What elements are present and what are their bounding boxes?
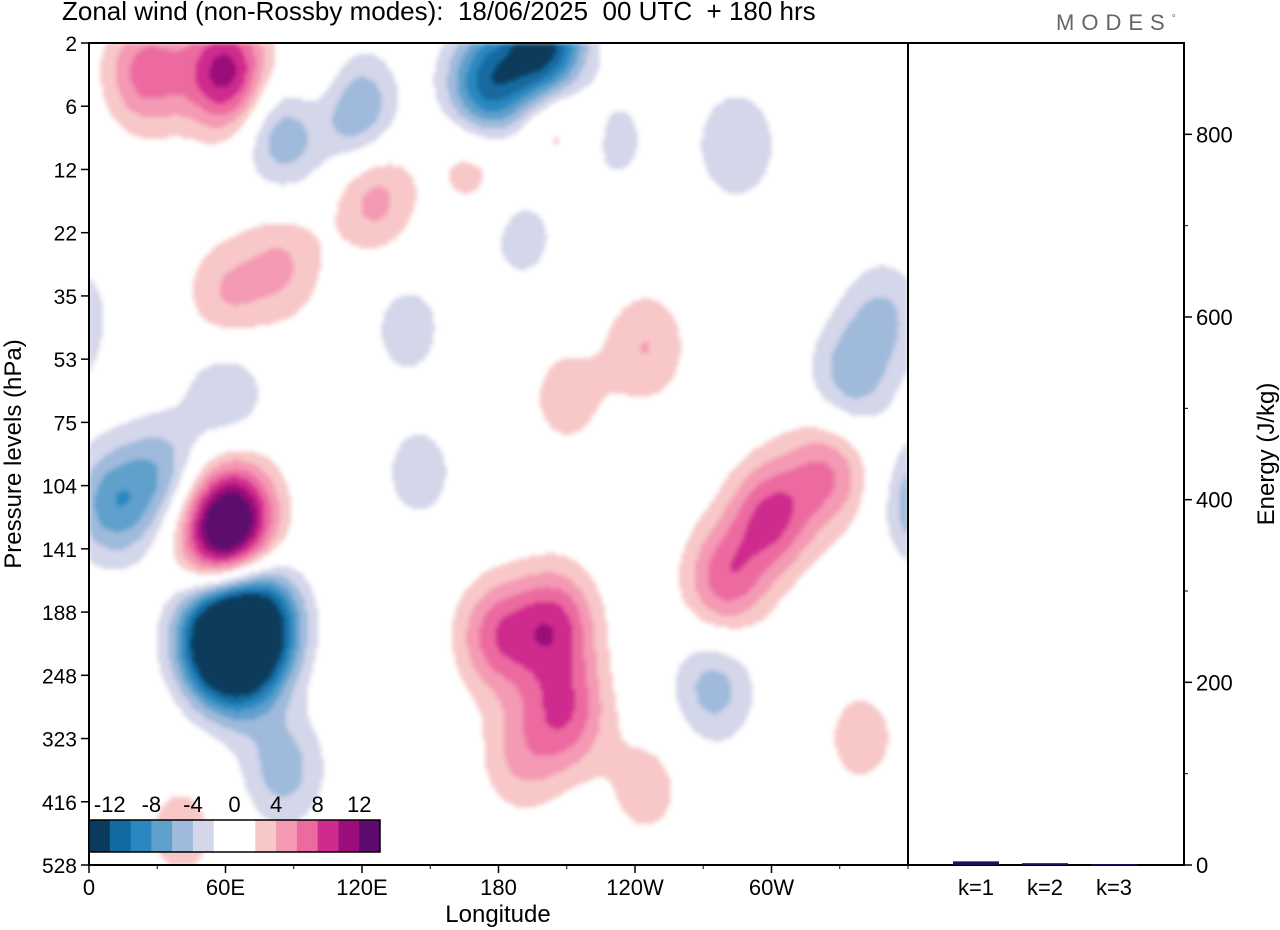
colorbar-swatches: [89, 820, 381, 852]
energy-frame: [907, 42, 1185, 866]
y-axis-label: Pressure levels (hPa): [0, 339, 27, 568]
heatmap-panel: 0 60E 120E 180 120W 60W 2 6 12 22 35 53 75 104 141 188…: [0, 33, 909, 928]
x-tick-label: 0: [83, 875, 95, 900]
colorbar-swatch: [338, 820, 360, 852]
energy-bar: [1091, 864, 1137, 866]
colorbar-swatch: [109, 820, 132, 852]
energy-axis-label: Energy (J/kg): [1253, 383, 1280, 526]
energy-category-labels: k=1 k=2 k=3: [958, 875, 1132, 900]
colorbar-swatch: [192, 820, 215, 852]
colorbar-label: 12: [347, 792, 371, 817]
colorbar-swatch: [276, 820, 298, 852]
y-tick-label: 12: [54, 159, 77, 182]
y-tick-label: 528: [42, 855, 77, 878]
energy-category-label: k=1: [958, 875, 994, 900]
colorbar-swatch: [359, 820, 381, 852]
page-title: Zonal wind (non-Rossby modes): 18/06/202…: [62, 0, 816, 26]
colorbar-frame: [88, 819, 381, 853]
brand-logo: MODES°: [1056, 10, 1176, 36]
colorbar-swatch: [213, 820, 235, 852]
y-tick-label: 2: [65, 33, 77, 56]
colorbar: -12 -8 -4 0 4 8 12: [88, 792, 381, 853]
y-tick-label: 75: [54, 412, 77, 435]
colorbar-swatch: [172, 820, 194, 852]
energy-bar: [1022, 863, 1068, 865]
energy-tick-label: 0: [1196, 853, 1208, 878]
energy-tick-label: 800: [1196, 122, 1233, 147]
colorbar-labels: -12 -8 -4 0 4 8 12: [94, 792, 372, 817]
energy-category-label: k=2: [1027, 875, 1063, 900]
energy-category-label: k=3: [1096, 875, 1132, 900]
energy-bars: [953, 861, 1137, 866]
energy-tick-label: 200: [1196, 670, 1233, 695]
colorbar-label: -4: [183, 792, 203, 817]
x-axis-label: Longitude: [445, 901, 550, 928]
energy-tick-label: 400: [1196, 488, 1233, 513]
x-tick-label: 180: [480, 875, 517, 900]
y-tick-label: 188: [42, 602, 77, 625]
heatmap-field: [89, 43, 908, 865]
energy-tick-label: 600: [1196, 305, 1233, 330]
x-tick-label: 60W: [749, 875, 794, 900]
y-tick-label: 53: [54, 349, 77, 372]
y-tick-label: 6: [65, 96, 77, 119]
y-axis-ticks: 2 6 12 22 35 53 75 104 141 188 248 323 416 528: [42, 33, 89, 878]
colorbar-label: 4: [270, 792, 282, 817]
y-tick-label: 22: [54, 223, 77, 246]
y-tick-label: 248: [42, 665, 77, 688]
colorbar-swatch: [317, 820, 339, 852]
colorbar-label: 0: [228, 792, 240, 817]
brand-text: MODES: [1056, 10, 1172, 35]
x-tick-label: 60E: [206, 875, 245, 900]
x-tick-label: 120E: [336, 875, 387, 900]
brand-mark: °: [1171, 13, 1176, 25]
colorbar-label: -8: [142, 792, 162, 817]
x-axis-ticks: 0 60E 120E 180 120W 60W: [83, 865, 909, 900]
y-tick-label: 416: [42, 792, 77, 815]
colorbar-swatch: [296, 820, 319, 852]
y-tick-label: 104: [42, 476, 77, 499]
colorbar-swatch: [130, 820, 152, 852]
colorbar-swatch: [255, 820, 277, 852]
energy-panel: 0 200 400 600 800 k=1 k=2 k=3 Energy (J/kg): [907, 42, 1280, 900]
colorbar-swatch: [151, 820, 173, 852]
x-tick-label: 120W: [606, 875, 664, 900]
y-tick-label: 323: [42, 729, 77, 752]
energy-bar: [953, 861, 999, 865]
colorbar-swatch: [234, 820, 256, 852]
colorbar-swatch: [89, 820, 111, 852]
colorbar-label: -12: [94, 792, 126, 817]
y-tick-label: 141: [42, 539, 77, 562]
colorbar-label: 8: [312, 792, 324, 817]
energy-axis-ticks: 0 200 400 600 800: [1184, 122, 1233, 878]
y-tick-label: 35: [54, 286, 77, 309]
